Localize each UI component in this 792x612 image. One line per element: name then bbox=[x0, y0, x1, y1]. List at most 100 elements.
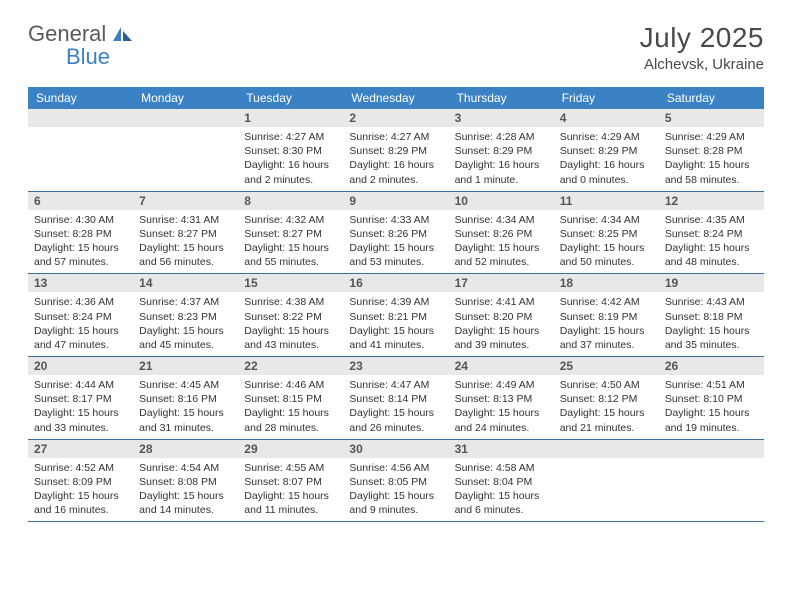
sunrise-line: Sunrise: 4:38 AM bbox=[244, 295, 337, 309]
day-details: Sunrise: 4:47 AMSunset: 8:14 PMDaylight:… bbox=[343, 375, 448, 439]
daylight-line: Daylight: 15 hours and 37 minutes. bbox=[560, 324, 653, 352]
daylight-line: Daylight: 15 hours and 56 minutes. bbox=[139, 241, 232, 269]
day-cell: 6Sunrise: 4:30 AMSunset: 8:28 PMDaylight… bbox=[28, 192, 133, 274]
sunrise-line: Sunrise: 4:35 AM bbox=[665, 213, 758, 227]
sunset-line: Sunset: 8:24 PM bbox=[665, 227, 758, 241]
day-details: Sunrise: 4:38 AMSunset: 8:22 PMDaylight:… bbox=[238, 292, 343, 356]
day-cell: 17Sunrise: 4:41 AMSunset: 8:20 PMDayligh… bbox=[449, 274, 554, 356]
day-cell: 3Sunrise: 4:28 AMSunset: 8:29 PMDaylight… bbox=[449, 109, 554, 191]
sunrise-line: Sunrise: 4:39 AM bbox=[349, 295, 442, 309]
sunrise-line: Sunrise: 4:42 AM bbox=[560, 295, 653, 309]
sunset-line: Sunset: 8:28 PM bbox=[665, 144, 758, 158]
weeks-container: 1Sunrise: 4:27 AMSunset: 8:30 PMDaylight… bbox=[28, 109, 764, 522]
sail-icon bbox=[109, 25, 135, 43]
day-details bbox=[659, 458, 764, 514]
day-cell: 5Sunrise: 4:29 AMSunset: 8:28 PMDaylight… bbox=[659, 109, 764, 191]
day-details: Sunrise: 4:56 AMSunset: 8:05 PMDaylight:… bbox=[343, 458, 448, 522]
day-cell: 16Sunrise: 4:39 AMSunset: 8:21 PMDayligh… bbox=[343, 274, 448, 356]
day-number bbox=[554, 440, 659, 458]
day-number: 1 bbox=[238, 109, 343, 127]
sunrise-line: Sunrise: 4:54 AM bbox=[139, 461, 232, 475]
sunrise-line: Sunrise: 4:34 AM bbox=[455, 213, 548, 227]
sunrise-line: Sunrise: 4:47 AM bbox=[349, 378, 442, 392]
empty-cell bbox=[659, 440, 764, 522]
sunrise-line: Sunrise: 4:44 AM bbox=[34, 378, 127, 392]
sunrise-line: Sunrise: 4:43 AM bbox=[665, 295, 758, 309]
day-number: 17 bbox=[449, 274, 554, 292]
weekday-header: Friday bbox=[554, 87, 659, 109]
day-cell: 20Sunrise: 4:44 AMSunset: 8:17 PMDayligh… bbox=[28, 357, 133, 439]
day-number: 8 bbox=[238, 192, 343, 210]
sunset-line: Sunset: 8:29 PM bbox=[455, 144, 548, 158]
day-cell: 26Sunrise: 4:51 AMSunset: 8:10 PMDayligh… bbox=[659, 357, 764, 439]
weekday-header: Thursday bbox=[449, 87, 554, 109]
sunset-line: Sunset: 8:22 PM bbox=[244, 310, 337, 324]
daylight-line: Daylight: 15 hours and 11 minutes. bbox=[244, 489, 337, 517]
sunset-line: Sunset: 8:27 PM bbox=[139, 227, 232, 241]
daylight-line: Daylight: 15 hours and 41 minutes. bbox=[349, 324, 442, 352]
daylight-line: Daylight: 15 hours and 21 minutes. bbox=[560, 406, 653, 434]
day-details: Sunrise: 4:42 AMSunset: 8:19 PMDaylight:… bbox=[554, 292, 659, 356]
day-cell: 29Sunrise: 4:55 AMSunset: 8:07 PMDayligh… bbox=[238, 440, 343, 522]
day-cell: 24Sunrise: 4:49 AMSunset: 8:13 PMDayligh… bbox=[449, 357, 554, 439]
day-cell: 1Sunrise: 4:27 AMSunset: 8:30 PMDaylight… bbox=[238, 109, 343, 191]
day-details: Sunrise: 4:37 AMSunset: 8:23 PMDaylight:… bbox=[133, 292, 238, 356]
day-number: 11 bbox=[554, 192, 659, 210]
day-number: 9 bbox=[343, 192, 448, 210]
day-cell: 27Sunrise: 4:52 AMSunset: 8:09 PMDayligh… bbox=[28, 440, 133, 522]
day-details: Sunrise: 4:45 AMSunset: 8:16 PMDaylight:… bbox=[133, 375, 238, 439]
day-cell: 9Sunrise: 4:33 AMSunset: 8:26 PMDaylight… bbox=[343, 192, 448, 274]
sunset-line: Sunset: 8:24 PM bbox=[34, 310, 127, 324]
day-number: 2 bbox=[343, 109, 448, 127]
sunrise-line: Sunrise: 4:28 AM bbox=[455, 130, 548, 144]
day-number: 22 bbox=[238, 357, 343, 375]
day-cell: 22Sunrise: 4:46 AMSunset: 8:15 PMDayligh… bbox=[238, 357, 343, 439]
daylight-line: Daylight: 16 hours and 2 minutes. bbox=[349, 158, 442, 186]
sunset-line: Sunset: 8:07 PM bbox=[244, 475, 337, 489]
daylight-line: Daylight: 15 hours and 55 minutes. bbox=[244, 241, 337, 269]
day-details: Sunrise: 4:29 AMSunset: 8:29 PMDaylight:… bbox=[554, 127, 659, 191]
sunset-line: Sunset: 8:15 PM bbox=[244, 392, 337, 406]
calendar-grid: SundayMondayTuesdayWednesdayThursdayFrid… bbox=[28, 87, 764, 522]
day-number: 12 bbox=[659, 192, 764, 210]
sunset-line: Sunset: 8:08 PM bbox=[139, 475, 232, 489]
logo-text-blue: Blue bbox=[66, 44, 110, 69]
day-details: Sunrise: 4:33 AMSunset: 8:26 PMDaylight:… bbox=[343, 210, 448, 274]
sunset-line: Sunset: 8:10 PM bbox=[665, 392, 758, 406]
sunrise-line: Sunrise: 4:58 AM bbox=[455, 461, 548, 475]
day-number: 4 bbox=[554, 109, 659, 127]
weekday-header: Tuesday bbox=[238, 87, 343, 109]
day-details: Sunrise: 4:39 AMSunset: 8:21 PMDaylight:… bbox=[343, 292, 448, 356]
day-details: Sunrise: 4:49 AMSunset: 8:13 PMDaylight:… bbox=[449, 375, 554, 439]
day-number: 31 bbox=[449, 440, 554, 458]
daylight-line: Daylight: 15 hours and 19 minutes. bbox=[665, 406, 758, 434]
day-details: Sunrise: 4:29 AMSunset: 8:28 PMDaylight:… bbox=[659, 127, 764, 191]
day-cell: 7Sunrise: 4:31 AMSunset: 8:27 PMDaylight… bbox=[133, 192, 238, 274]
day-cell: 8Sunrise: 4:32 AMSunset: 8:27 PMDaylight… bbox=[238, 192, 343, 274]
day-number: 26 bbox=[659, 357, 764, 375]
day-cell: 25Sunrise: 4:50 AMSunset: 8:12 PMDayligh… bbox=[554, 357, 659, 439]
day-cell: 19Sunrise: 4:43 AMSunset: 8:18 PMDayligh… bbox=[659, 274, 764, 356]
empty-cell bbox=[554, 440, 659, 522]
day-cell: 11Sunrise: 4:34 AMSunset: 8:25 PMDayligh… bbox=[554, 192, 659, 274]
day-details bbox=[28, 127, 133, 183]
day-cell: 28Sunrise: 4:54 AMSunset: 8:08 PMDayligh… bbox=[133, 440, 238, 522]
day-number: 16 bbox=[343, 274, 448, 292]
sunrise-line: Sunrise: 4:50 AM bbox=[560, 378, 653, 392]
day-number: 15 bbox=[238, 274, 343, 292]
day-number bbox=[133, 109, 238, 127]
day-number bbox=[659, 440, 764, 458]
daylight-line: Daylight: 15 hours and 35 minutes. bbox=[665, 324, 758, 352]
daylight-line: Daylight: 15 hours and 48 minutes. bbox=[665, 241, 758, 269]
day-number: 14 bbox=[133, 274, 238, 292]
empty-cell bbox=[28, 109, 133, 191]
sunrise-line: Sunrise: 4:55 AM bbox=[244, 461, 337, 475]
sunset-line: Sunset: 8:18 PM bbox=[665, 310, 758, 324]
day-number: 28 bbox=[133, 440, 238, 458]
day-details: Sunrise: 4:55 AMSunset: 8:07 PMDaylight:… bbox=[238, 458, 343, 522]
week-row: 27Sunrise: 4:52 AMSunset: 8:09 PMDayligh… bbox=[28, 440, 764, 523]
day-details: Sunrise: 4:43 AMSunset: 8:18 PMDaylight:… bbox=[659, 292, 764, 356]
week-row: 13Sunrise: 4:36 AMSunset: 8:24 PMDayligh… bbox=[28, 274, 764, 357]
weekday-header-row: SundayMondayTuesdayWednesdayThursdayFrid… bbox=[28, 87, 764, 109]
day-cell: 15Sunrise: 4:38 AMSunset: 8:22 PMDayligh… bbox=[238, 274, 343, 356]
